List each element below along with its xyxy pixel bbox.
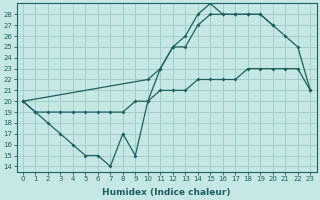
X-axis label: Humidex (Indice chaleur): Humidex (Indice chaleur) xyxy=(102,188,231,197)
